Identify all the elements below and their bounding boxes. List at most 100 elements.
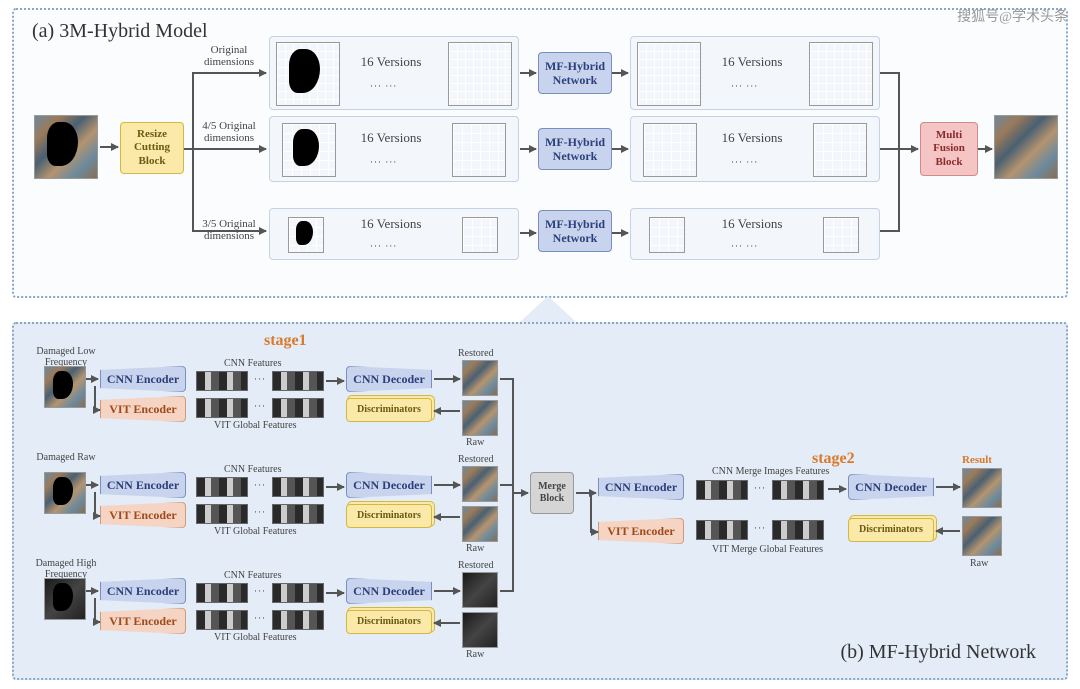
input-2 xyxy=(44,578,86,620)
arrow xyxy=(520,72,536,74)
raw-0: Raw xyxy=(466,437,484,448)
arrow xyxy=(880,148,900,150)
arrow xyxy=(880,72,900,74)
discriminators-0: Discriminators xyxy=(346,398,432,422)
dots: ··· ··· xyxy=(370,241,397,251)
versions: 16 Versions xyxy=(717,131,787,145)
arrow xyxy=(898,148,918,150)
cnn-feat-label-1: CNN Features xyxy=(224,464,282,475)
row1-left: 16 Versions ··· ··· xyxy=(269,36,519,110)
input-label-2: Damaged High Frequency xyxy=(28,558,104,580)
cnn-feat-label-2: CNN Features xyxy=(224,570,282,581)
input-label-1: Damaged Raw xyxy=(28,452,104,463)
arrow xyxy=(94,409,100,411)
arrow xyxy=(434,378,460,380)
cnn-features-1 xyxy=(196,477,248,497)
raw-img-0 xyxy=(462,400,498,436)
versions: 16 Versions xyxy=(356,131,426,145)
vit-merge-feat-label: VIT Merge Global Features xyxy=(712,544,823,555)
dots: ··· ··· xyxy=(370,157,397,167)
vit-encoder-1: VIT Encoder xyxy=(100,502,186,528)
row-label-0: Original dimensions xyxy=(194,44,264,68)
arrow xyxy=(94,515,100,517)
arrow xyxy=(880,230,900,232)
grid-mural xyxy=(282,123,336,177)
restored-img-1 xyxy=(462,466,498,502)
dots: ··· ··· xyxy=(370,81,397,91)
raw-2: Raw xyxy=(466,649,484,660)
restored-1: Restored xyxy=(458,454,494,465)
dots: ··· xyxy=(254,401,266,411)
cnn-features-0 xyxy=(196,371,248,391)
cnn-features-2 xyxy=(196,583,248,603)
arrow xyxy=(576,492,596,494)
vline xyxy=(898,72,900,230)
vline xyxy=(192,72,194,230)
input-1 xyxy=(44,472,86,514)
arrow xyxy=(192,230,266,232)
cnn-features-0b xyxy=(272,371,324,391)
row2-left: 16 Versions ··· ··· xyxy=(269,116,519,182)
dots: ··· ··· xyxy=(731,81,758,91)
raw-img-1 xyxy=(462,506,498,542)
row-label-1: 4/5 Original dimensions xyxy=(194,120,264,144)
arrow xyxy=(828,488,846,490)
cnn-merge-features-b xyxy=(772,480,824,500)
cnn-feat-label-0: CNN Features xyxy=(224,358,282,369)
watermark: 搜狐号@学术头条 xyxy=(957,6,1068,26)
grid-mural xyxy=(649,217,685,253)
restored-img-2 xyxy=(462,572,498,608)
row2-right: 16 Versions ··· ··· xyxy=(630,116,880,182)
arrow xyxy=(520,148,536,150)
vit-features-2b xyxy=(272,610,324,630)
raw-img-2 xyxy=(462,612,498,648)
arrow xyxy=(100,146,118,148)
stage1-label: stage1 xyxy=(264,332,307,350)
cnn-encoder-0: CNN Encoder xyxy=(100,366,186,392)
mf-hybrid-2: MF-Hybrid Network xyxy=(538,128,612,170)
dots: ··· xyxy=(254,613,266,623)
cnn-decoder-s2: CNN Decoder xyxy=(848,474,934,500)
panel-b-title: (b) MF-Hybrid Network xyxy=(840,641,1036,664)
dots: ··· xyxy=(254,507,266,517)
restored-img-0 xyxy=(462,360,498,396)
dots: ··· ··· xyxy=(731,241,758,251)
arrow xyxy=(326,486,344,488)
multi-fusion-block: Multi Fusion Block xyxy=(920,122,978,176)
raw-img-s2 xyxy=(962,516,1002,556)
grid-mural xyxy=(452,123,506,177)
output-mural xyxy=(994,115,1058,179)
grid-mural xyxy=(448,42,512,106)
arrow xyxy=(86,378,98,380)
stage2-label: stage2 xyxy=(812,450,855,468)
vline xyxy=(590,494,592,532)
arrow xyxy=(192,148,266,150)
arrow xyxy=(434,410,460,412)
cnn-features-1b xyxy=(272,477,324,497)
arrow xyxy=(434,484,460,486)
versions: 16 Versions xyxy=(356,55,426,69)
vit-features-2 xyxy=(196,610,248,630)
cnn-decoder-1: CNN Decoder xyxy=(346,472,432,498)
vit-encoder-0: VIT Encoder xyxy=(100,396,186,422)
arrow xyxy=(500,484,514,486)
input-0 xyxy=(44,366,86,408)
vit-features-1b xyxy=(272,504,324,524)
arrow xyxy=(94,621,100,623)
dots: ··· ··· xyxy=(731,157,758,167)
arrow xyxy=(434,516,460,518)
grid-mural xyxy=(809,42,873,106)
versions: 16 Versions xyxy=(717,217,787,231)
panel-a-title: (a) 3M-Hybrid Model xyxy=(32,20,208,43)
arrow xyxy=(612,72,628,74)
cnn-encoder-1: CNN Encoder xyxy=(100,472,186,498)
input-label-0: Damaged Low Frequency xyxy=(28,346,104,368)
arrow xyxy=(192,72,266,74)
vit-feat-label-2: VIT Global Features xyxy=(214,632,297,643)
arrow xyxy=(978,148,992,150)
grid-mural xyxy=(462,217,498,253)
restored-0: Restored xyxy=(458,348,494,359)
cnn-decoder-2: CNN Decoder xyxy=(346,578,432,604)
arrow xyxy=(612,148,628,150)
dots: ··· xyxy=(754,523,766,533)
